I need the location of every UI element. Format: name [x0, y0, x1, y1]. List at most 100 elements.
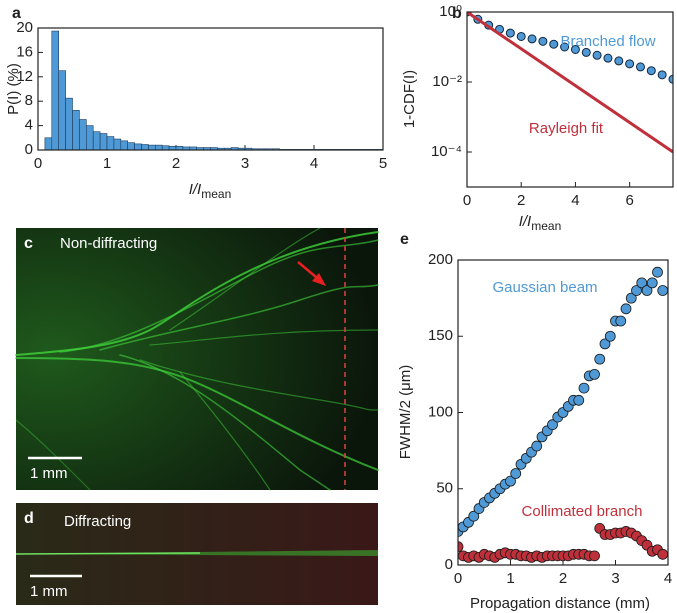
- marker: [652, 266, 663, 278]
- axes-frame: [457, 259, 669, 566]
- bar: [99, 133, 108, 150]
- x-tick-label: 2: [517, 192, 525, 209]
- panel-label: c: [24, 235, 33, 252]
- marker: [603, 53, 613, 63]
- x-tick-label: 0: [34, 155, 42, 172]
- axes-frame: [466, 11, 674, 188]
- y-tick-label: 12: [16, 68, 33, 85]
- y-tick-label: 200: [428, 251, 453, 268]
- marker: [592, 50, 602, 60]
- x-axis-label: I/Imean: [189, 181, 232, 201]
- y-tick-label: 100: [428, 403, 453, 420]
- y-axis-label: FWHM/2 (μm): [397, 365, 414, 459]
- x-tick-label: 2: [172, 155, 180, 172]
- x-axis-label: I/Imean: [519, 213, 562, 233]
- marker: [527, 34, 537, 44]
- x-tick-label: 3: [241, 155, 249, 172]
- marker: [657, 285, 668, 296]
- series-label: Gaussian beam: [492, 279, 597, 296]
- marker: [604, 330, 616, 342]
- marker: [631, 285, 642, 296]
- panel-label: d: [24, 510, 34, 527]
- marker: [547, 419, 558, 431]
- plot-area: [467, 12, 673, 154]
- marker: [668, 74, 673, 84]
- bar: [92, 131, 101, 150]
- x-axis-label-main: I/I: [519, 213, 532, 230]
- bar: [148, 144, 156, 150]
- bar: [65, 97, 73, 150]
- panel-label: e: [400, 231, 409, 248]
- marker: [581, 47, 591, 57]
- panel-label: b: [452, 5, 462, 22]
- marker: [625, 59, 635, 69]
- marker: [599, 338, 611, 350]
- bar: [141, 144, 149, 150]
- y-tick-label: 8: [25, 92, 33, 109]
- marker: [657, 70, 667, 80]
- marker: [646, 66, 656, 76]
- x-tick-label: 4: [664, 570, 672, 587]
- y-tick-label: 0: [25, 141, 33, 158]
- panel-label: a: [12, 5, 21, 22]
- beam-core: [15, 552, 201, 555]
- marker: [636, 277, 648, 289]
- bar: [134, 143, 142, 150]
- x-axis-label-main: I/I: [189, 181, 202, 198]
- bar: [127, 142, 135, 150]
- x-tick-label: 0: [454, 570, 462, 587]
- marker: [641, 285, 653, 296]
- bar: [51, 30, 59, 150]
- marker: [635, 62, 645, 72]
- branches: [15, 227, 379, 491]
- marker: [657, 548, 668, 560]
- x-tick-label: 6: [625, 192, 633, 209]
- bar: [155, 144, 163, 150]
- marker: [516, 31, 526, 41]
- marker: [614, 56, 624, 66]
- y-axis-label: 1-CDF(I): [401, 70, 418, 128]
- bar: [86, 125, 94, 150]
- series-label: Branched flow: [560, 33, 655, 50]
- plot-area: [458, 266, 668, 563]
- marker: [594, 353, 606, 365]
- y-axis-label: P(I) (%): [5, 63, 22, 115]
- y-tick-label: 20: [16, 19, 33, 36]
- y-tick-label: 10⁰: [439, 3, 462, 20]
- marker: [538, 36, 548, 46]
- x-tick-label: 2: [559, 570, 567, 587]
- x-tick-label: 3: [611, 570, 619, 587]
- axes-frame: [37, 27, 384, 151]
- bar: [79, 119, 87, 150]
- marker: [505, 475, 516, 487]
- marker: [620, 303, 632, 315]
- x-axis-label-sub: mean: [531, 219, 561, 233]
- x-tick-label: 0: [463, 192, 471, 209]
- image-caption: Diffracting: [64, 513, 131, 530]
- marker: [578, 382, 590, 394]
- series-label: Collimated branch: [522, 503, 643, 520]
- x-axis-label: Propagation distance (mm): [470, 595, 650, 612]
- y-tick-label: 50: [436, 480, 453, 497]
- y-tick-label: 4: [25, 117, 33, 134]
- fit-line: [467, 12, 673, 154]
- plot-area: [44, 30, 383, 150]
- scale-bar-label: 1 mm: [30, 583, 68, 600]
- bar: [106, 136, 115, 150]
- y-tick-label: 150: [428, 327, 453, 344]
- image-caption: Non-diffracting: [60, 235, 157, 252]
- arrow-head: [312, 273, 326, 286]
- marker: [646, 277, 658, 289]
- marker: [615, 315, 627, 327]
- marker: [505, 28, 515, 38]
- marker: [570, 44, 580, 54]
- bar: [58, 70, 66, 150]
- y-tick-label: 0: [445, 556, 453, 573]
- marker: [560, 42, 570, 52]
- marker: [458, 541, 464, 553]
- x-tick-label: 1: [103, 155, 111, 172]
- panel-c-image: c Non-diffracting 1 mm: [15, 227, 379, 491]
- series-label: Rayleigh fit: [529, 120, 604, 137]
